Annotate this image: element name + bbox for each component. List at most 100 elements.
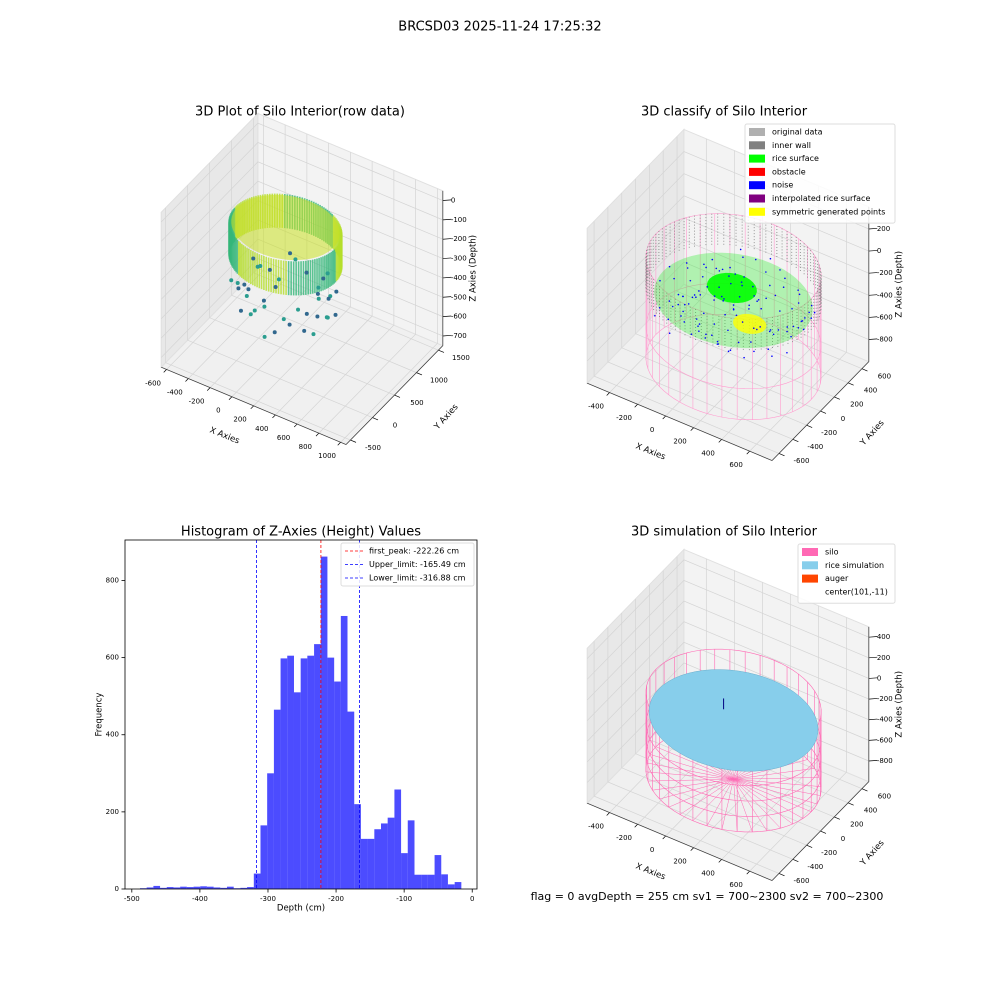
- noise-points: [701, 275, 704, 278]
- bar: [193, 886, 201, 889]
- noise-points: [735, 314, 738, 317]
- tick-mark: [820, 410, 827, 414]
- noise-points: [724, 313, 726, 316]
- point-cloud: [315, 291, 320, 296]
- x-tick-label: -300: [260, 895, 276, 903]
- bar: [153, 885, 161, 889]
- noise-points: [704, 337, 707, 339]
- x-tick-label: -200: [189, 397, 205, 405]
- legend-swatch: [802, 561, 818, 570]
- grid-line: [275, 161, 373, 416]
- x-axis-line: [161, 366, 347, 445]
- grid-line: [607, 207, 793, 440]
- grid-line: [318, 179, 416, 434]
- noise-points: [786, 330, 788, 333]
- grid-line: [231, 140, 417, 373]
- noise-points: [686, 267, 689, 269]
- bar: [220, 887, 227, 889]
- y-tick-label: -400: [807, 443, 823, 451]
- x-tick-label: -100: [396, 895, 412, 903]
- tick-mark: [442, 315, 452, 317]
- silo-wire: [649, 754, 734, 780]
- point-cloud: [316, 296, 321, 301]
- point-cloud: [273, 285, 278, 290]
- noise-points: [683, 321, 686, 323]
- noise-points: [727, 350, 730, 353]
- tick-mark: [250, 405, 254, 410]
- noise-points: [698, 290, 700, 292]
- noise-points: [734, 273, 737, 275]
- point-cloud: [261, 298, 266, 303]
- silo-wire: [692, 779, 734, 821]
- z-tick-label: -400: [877, 291, 893, 299]
- x-tick-label: -400: [588, 402, 604, 410]
- legend-swatch: [749, 128, 765, 136]
- y-tick-label: 600: [106, 654, 119, 662]
- z-tick-label: -300: [451, 255, 467, 263]
- tick-mark: [847, 802, 854, 806]
- bar: [414, 874, 422, 889]
- noise-points: [698, 330, 700, 332]
- noise-points: [721, 268, 724, 271]
- noise-points: [813, 311, 816, 314]
- point-cloud: [272, 330, 277, 335]
- z-tick-label: -400: [877, 716, 893, 724]
- y-tick-label: 200: [850, 821, 863, 829]
- y-tick-label: -500: [365, 444, 381, 452]
- subplot-3d: 3D Plot of Silo Interior(row data) -600 -4…: [145, 105, 478, 461]
- y-tick-label: 400: [864, 387, 877, 395]
- y-tick-label: 0: [115, 885, 119, 893]
- z-tick-label: -100: [451, 216, 467, 224]
- bar: [354, 804, 361, 889]
- grid-line: [160, 258, 443, 358]
- y-tick-label: 800: [106, 576, 119, 584]
- noise-points: [756, 300, 758, 303]
- y-tick-label: 0: [841, 415, 845, 423]
- noise-points: [680, 315, 682, 317]
- point-cloud: [288, 251, 293, 256]
- legend-swatch: [749, 167, 765, 176]
- noise-points: [671, 305, 674, 308]
- silo-wire: [733, 779, 768, 831]
- noise-points: [782, 286, 785, 288]
- z-tick-label: -500: [451, 293, 467, 301]
- tick-mark: [868, 698, 878, 700]
- tick-mark: [868, 718, 878, 721]
- noise-points: [703, 263, 705, 266]
- grid-line: [586, 559, 869, 659]
- z-tick-label: -600: [451, 313, 467, 321]
- noise-points: [683, 303, 686, 306]
- x-tick-label: -200: [616, 414, 632, 422]
- noise-points: [754, 258, 757, 261]
- noise-points: [730, 282, 732, 285]
- legend-label: center(101,-11): [825, 587, 888, 596]
- noise-points: [727, 329, 729, 332]
- noise-points: [713, 295, 716, 297]
- z-axis-label: Z Axies (Depth): [894, 251, 904, 318]
- noise-points: [713, 323, 716, 325]
- noise-points: [797, 289, 799, 291]
- point-cloud: [248, 312, 253, 317]
- noise-points: [743, 356, 745, 359]
- bar: [407, 820, 415, 889]
- tick-mark: [792, 859, 799, 863]
- x-tick-label: 0: [650, 846, 654, 854]
- tick-mark: [868, 739, 878, 741]
- grid-line: [586, 641, 869, 742]
- noise-points: [693, 294, 696, 296]
- noise-points: [797, 327, 800, 329]
- noise-points: [668, 300, 671, 302]
- tick-mark: [806, 424, 813, 428]
- z-tick-label: 200: [877, 225, 890, 233]
- x-tick-label: -600: [145, 379, 161, 387]
- tick-mark: [868, 272, 878, 274]
- noise-points: [720, 295, 723, 298]
- bar: [434, 855, 442, 889]
- noise-points: [748, 304, 750, 307]
- noise-points: [784, 277, 786, 280]
- noise-points: [698, 323, 701, 325]
- tick-mark: [792, 439, 799, 443]
- point-cloud: [276, 277, 281, 282]
- noise-points: [765, 297, 767, 300]
